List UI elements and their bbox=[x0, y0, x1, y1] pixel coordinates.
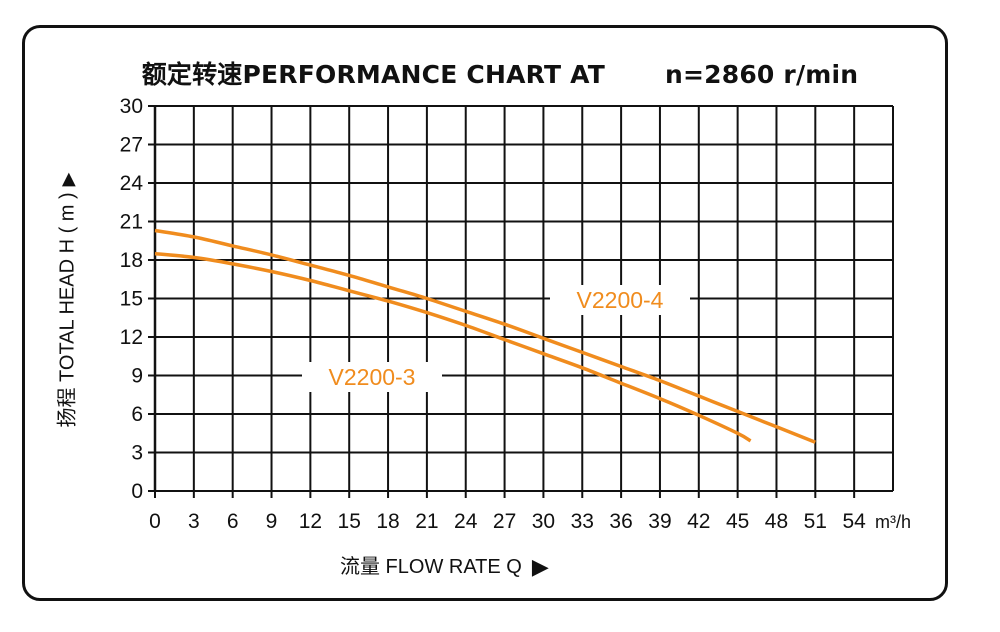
chart-title: 额定转速PERFORMANCE CHART AT n=2860 r/min bbox=[0, 55, 1000, 91]
x-tick-label: 3 bbox=[188, 510, 200, 533]
chart-title-speed: n=2860 r/min bbox=[664, 60, 859, 89]
series-label-background bbox=[302, 362, 442, 392]
x-tick-label: 51 bbox=[804, 510, 827, 533]
y-tick-label: 6 bbox=[131, 403, 143, 426]
chart-frame bbox=[22, 25, 948, 601]
x-tick-label: 45 bbox=[726, 510, 749, 533]
y-tick-label: 12 bbox=[120, 326, 143, 349]
series-label-v2200-4: V2200-4 bbox=[577, 287, 664, 313]
x-tick-label: 33 bbox=[571, 510, 594, 533]
x-tick-label: 42 bbox=[687, 510, 710, 533]
x-tick-label: 30 bbox=[532, 510, 555, 533]
x-tick-label: 0 bbox=[149, 510, 161, 533]
x-tick-label: 15 bbox=[338, 510, 361, 533]
x-tick-label: 39 bbox=[648, 510, 671, 533]
x-tick-label: 54 bbox=[842, 510, 866, 533]
series-label-v2200-3: V2200-3 bbox=[329, 364, 416, 390]
y-tick-label: 21 bbox=[120, 211, 143, 234]
y-tick-label: 9 bbox=[131, 365, 143, 388]
x-tick-label: 27 bbox=[493, 510, 516, 533]
x-axis-unit: m³/h bbox=[875, 512, 911, 532]
x-axis-label: 流量 FLOW RATE Q ▶ bbox=[340, 550, 549, 580]
x-tick-label: 36 bbox=[609, 510, 632, 533]
right-arrow-icon: ▶ bbox=[531, 554, 549, 579]
x-tick-label: 6 bbox=[227, 510, 239, 533]
series-line-v2200-3 bbox=[154, 251, 752, 443]
y-tick-label: 24 bbox=[120, 172, 144, 195]
x-tick-label: 48 bbox=[765, 510, 788, 533]
y-tick-label: 18 bbox=[120, 249, 143, 272]
x-tick-label: 12 bbox=[299, 510, 322, 533]
y-tick-label: 30 bbox=[120, 95, 143, 118]
y-tick-label: 27 bbox=[120, 134, 143, 157]
series-line-v2200-4 bbox=[154, 228, 816, 444]
y-tick-label: 15 bbox=[120, 288, 143, 311]
series-label-background bbox=[550, 285, 690, 315]
chart-title-main: 额定转速PERFORMANCE CHART AT bbox=[141, 60, 605, 89]
y-tick-label: 0 bbox=[131, 480, 143, 503]
x-tick-label: 18 bbox=[376, 510, 399, 533]
x-tick-label: 9 bbox=[266, 510, 278, 533]
x-tick-label: 21 bbox=[415, 510, 438, 533]
x-axis-label-text: 流量 FLOW RATE Q bbox=[340, 556, 522, 578]
y-tick-label: 3 bbox=[131, 442, 143, 465]
x-tick-label: 24 bbox=[454, 510, 478, 533]
